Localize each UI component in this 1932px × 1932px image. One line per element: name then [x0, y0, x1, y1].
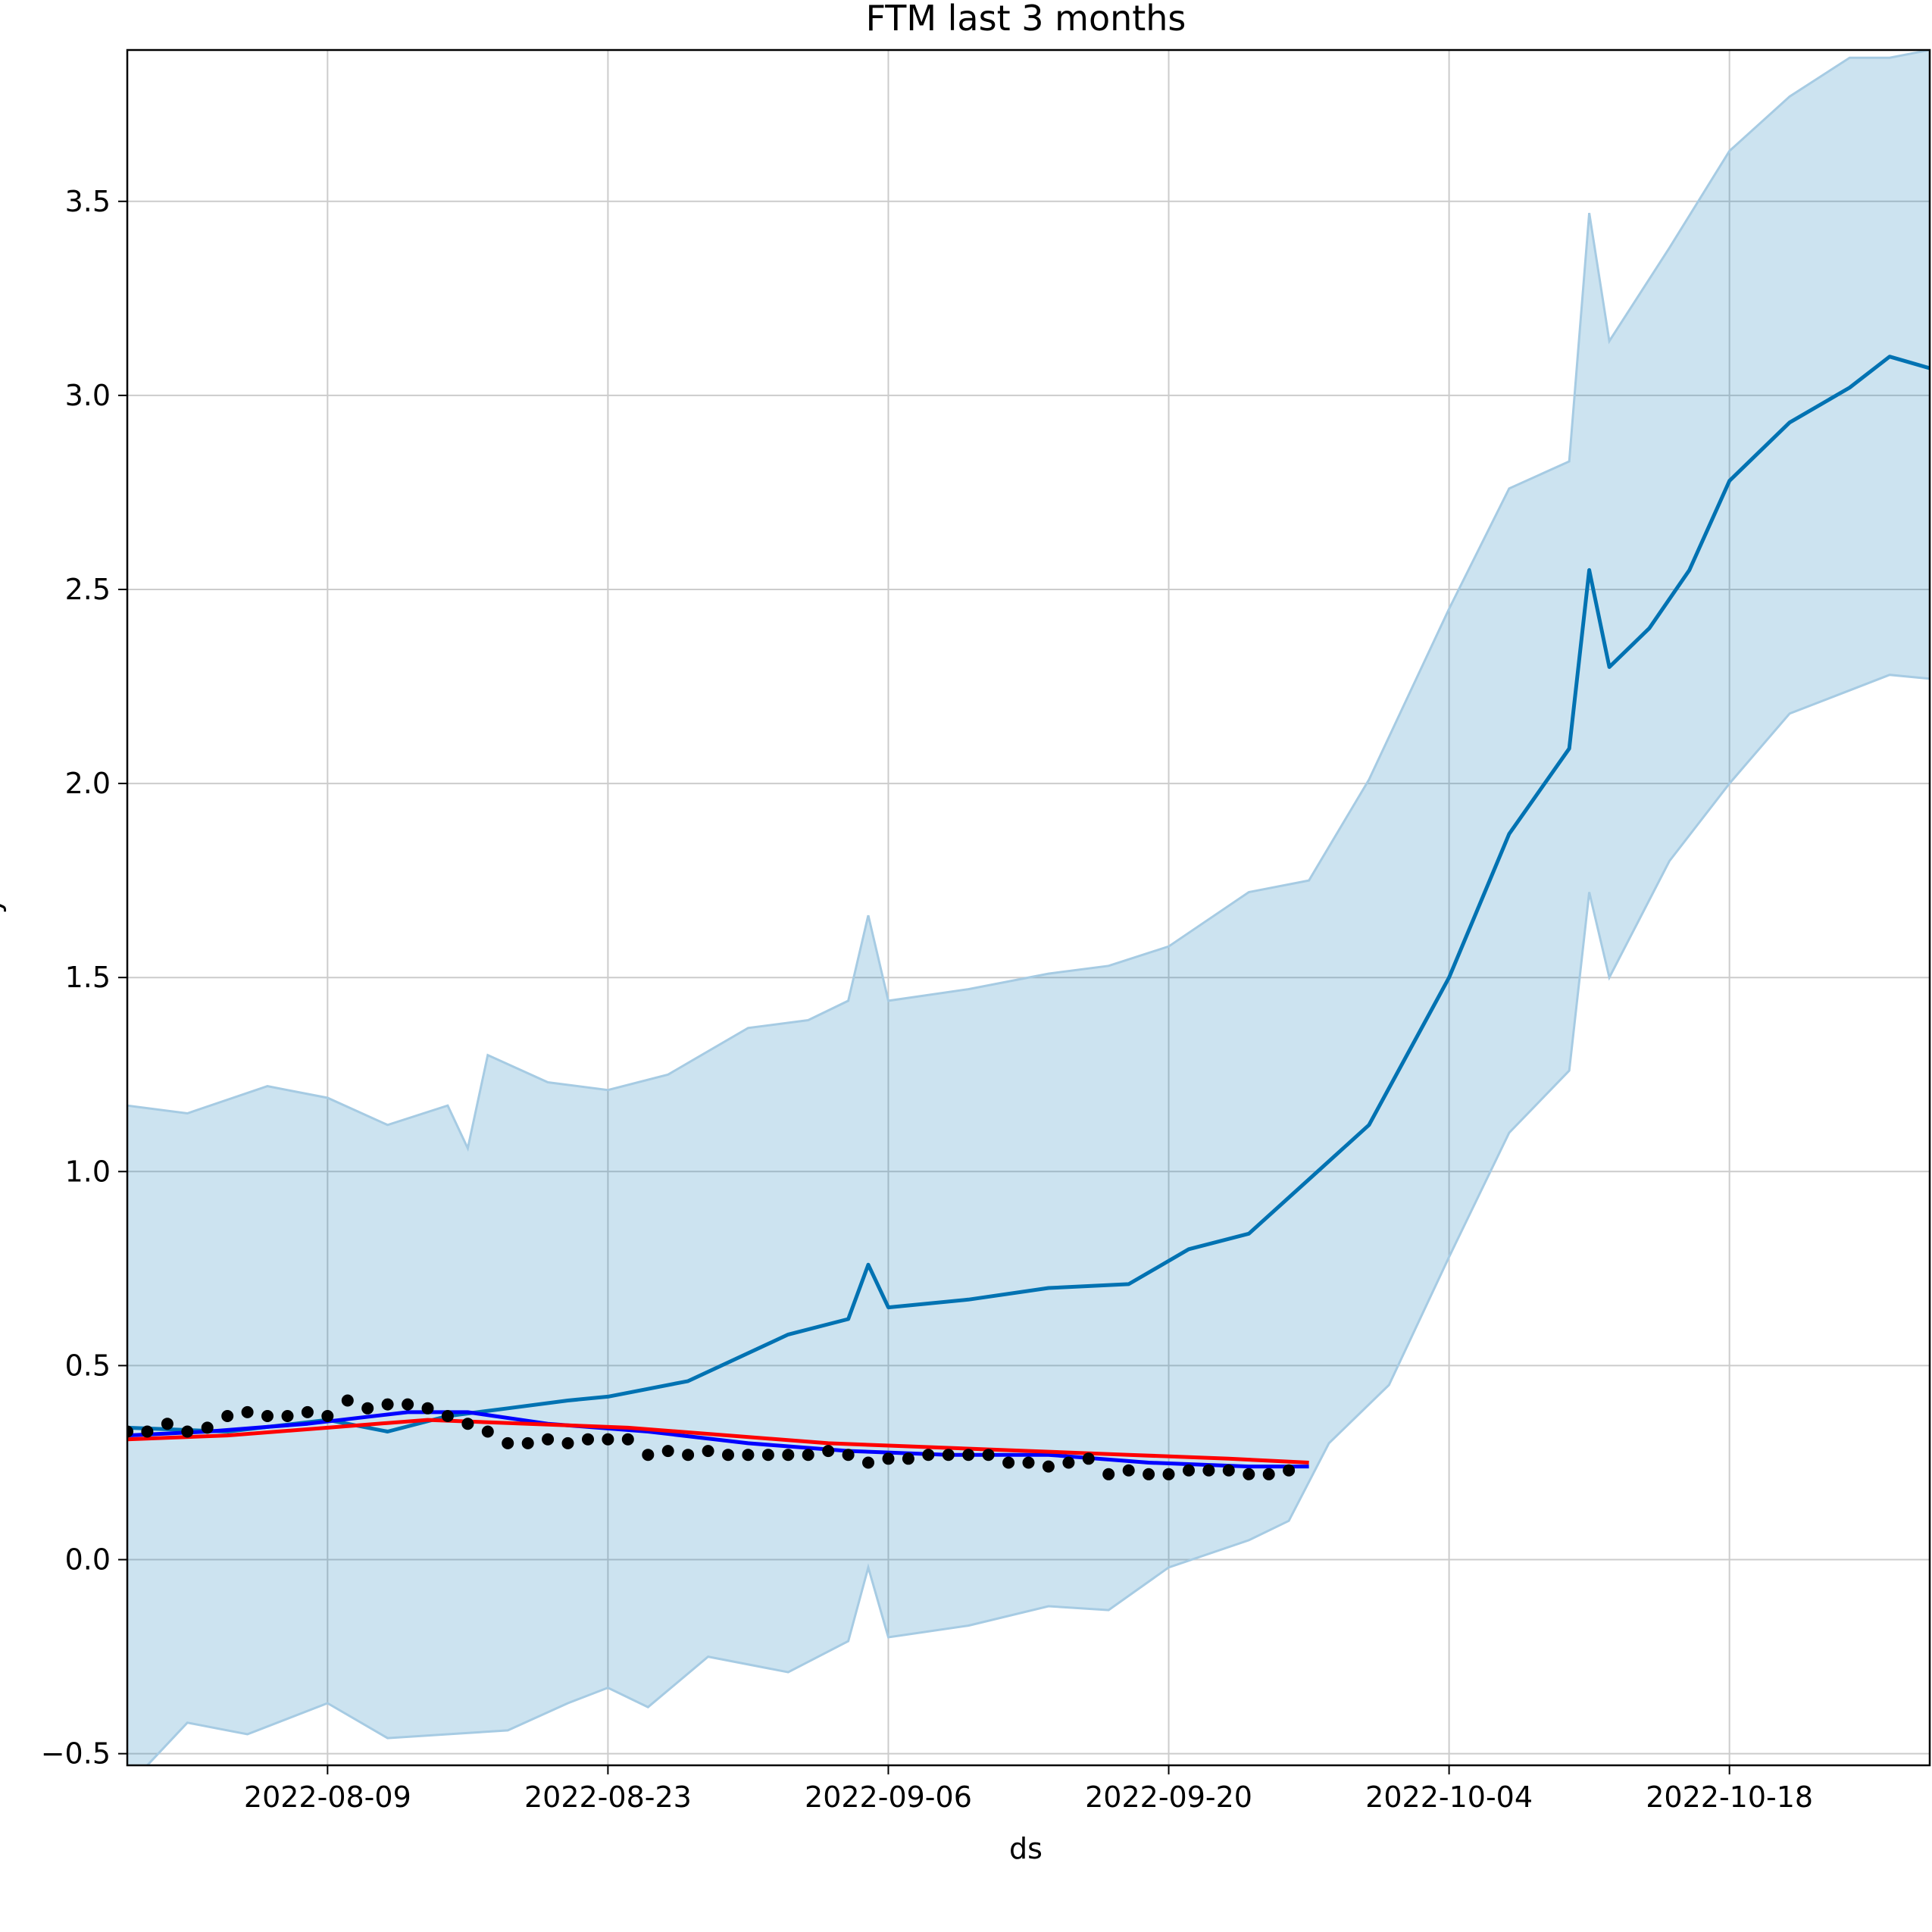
y-axis-title: y	[0, 897, 7, 914]
x-tick-label: 2022-08-23	[524, 1780, 692, 1814]
observed-point	[201, 1421, 214, 1434]
observed-point	[361, 1402, 374, 1415]
observed-point	[1183, 1464, 1195, 1477]
observed-point	[1262, 1468, 1275, 1480]
observed-point	[782, 1449, 795, 1462]
y-tick-label: 1.0	[65, 1155, 111, 1188]
observed-point	[281, 1410, 294, 1422]
observed-point	[1122, 1464, 1135, 1477]
observed-point	[1062, 1456, 1075, 1469]
uncertainty-band	[127, 50, 1930, 1765]
observed-point	[161, 1418, 174, 1430]
x-tick-label: 2022-10-18	[1646, 1780, 1813, 1814]
observed-point	[402, 1398, 414, 1411]
moving-average-line	[127, 1410, 1309, 1469]
observed-point	[301, 1405, 314, 1418]
observed-point	[561, 1436, 574, 1449]
observed-point	[381, 1398, 394, 1411]
y-tick-label: −0.5	[41, 1737, 111, 1771]
y-axis-ticks: −0.5 0.0 0.5 1.0 1.5 2.0 2.5 3.0 3.5	[41, 185, 127, 1771]
observed-point	[261, 1410, 274, 1422]
observed-point	[1143, 1468, 1155, 1480]
axes	[126, 48, 1931, 1767]
observed-point	[902, 1452, 914, 1465]
observed-point	[1202, 1464, 1215, 1477]
observed-point	[321, 1410, 334, 1422]
observed-point	[481, 1425, 494, 1438]
x-axis-ticks: 2022-08-09 2022-08-23 2022-09-06 2022-09-20…	[244, 1765, 1813, 1814]
observed-point	[661, 1445, 674, 1458]
y-tick-label: 2.5	[65, 573, 111, 606]
interval-fill	[127, 50, 1930, 1765]
observed-point	[702, 1445, 714, 1458]
observed-point	[802, 1449, 814, 1462]
grid	[127, 50, 1930, 1765]
series-lines	[127, 355, 1930, 1469]
y-tick-label: 0.0	[65, 1543, 111, 1577]
observed-point	[461, 1418, 474, 1430]
observed-point	[1243, 1468, 1255, 1480]
observed-point	[1002, 1456, 1015, 1469]
chart-title: FTM last 3 months	[866, 0, 1186, 39]
observed-point	[822, 1445, 835, 1458]
observed-point	[1082, 1452, 1095, 1465]
x-tick-label: 2022-09-06	[805, 1780, 972, 1814]
observed-point	[1162, 1468, 1175, 1480]
observed-point	[141, 1425, 154, 1438]
observed-point	[621, 1433, 634, 1446]
observed-point	[922, 1449, 935, 1462]
observed-point	[682, 1449, 695, 1462]
y-tick-label: 1.5	[65, 961, 111, 994]
observed-point	[1102, 1468, 1115, 1480]
x-tick-label: 2022-09-20	[1085, 1780, 1252, 1814]
interval-upper-edge	[127, 50, 1930, 1152]
observed-point	[962, 1449, 975, 1462]
observed-point	[502, 1436, 514, 1449]
observed-point	[602, 1433, 614, 1446]
observed-point	[582, 1433, 594, 1446]
observed-point	[761, 1449, 774, 1462]
observed-point	[181, 1425, 194, 1438]
observed-point	[842, 1449, 855, 1462]
forecast-line	[127, 355, 1930, 1433]
observed-point	[1222, 1464, 1235, 1477]
observed-point	[521, 1436, 534, 1449]
observed-point	[742, 1449, 755, 1462]
observed-point	[1022, 1456, 1035, 1469]
observed-point	[221, 1410, 234, 1422]
observed-point	[722, 1449, 734, 1462]
x-axis-title: ds	[1009, 1832, 1043, 1865]
x-tick-label: 2022-10-04	[1365, 1780, 1533, 1814]
observed-point	[882, 1452, 895, 1465]
observed-point	[1283, 1464, 1296, 1477]
observed-point	[421, 1402, 434, 1415]
observed-point	[441, 1410, 454, 1422]
observed-point	[862, 1456, 874, 1469]
x-tick-label: 2022-08-09	[244, 1780, 411, 1814]
observed-point	[241, 1405, 254, 1418]
plot-frame	[126, 48, 1931, 1767]
y-tick-label: 0.5	[65, 1349, 111, 1382]
observed-point	[1042, 1460, 1055, 1473]
observed-point	[127, 1425, 133, 1438]
y-tick-label: 2.0	[65, 767, 111, 800]
observed-point	[982, 1449, 995, 1462]
observed-point	[942, 1449, 955, 1462]
observed-point	[642, 1449, 655, 1462]
observed-points	[127, 1394, 1296, 1480]
interval-lower-edge	[145, 674, 1930, 1765]
observed-point	[341, 1394, 354, 1407]
y-tick-label: 3.0	[65, 379, 111, 412]
y-tick-label: 3.5	[65, 185, 111, 218]
observed-point	[542, 1433, 555, 1446]
trend-line	[127, 1418, 1309, 1465]
